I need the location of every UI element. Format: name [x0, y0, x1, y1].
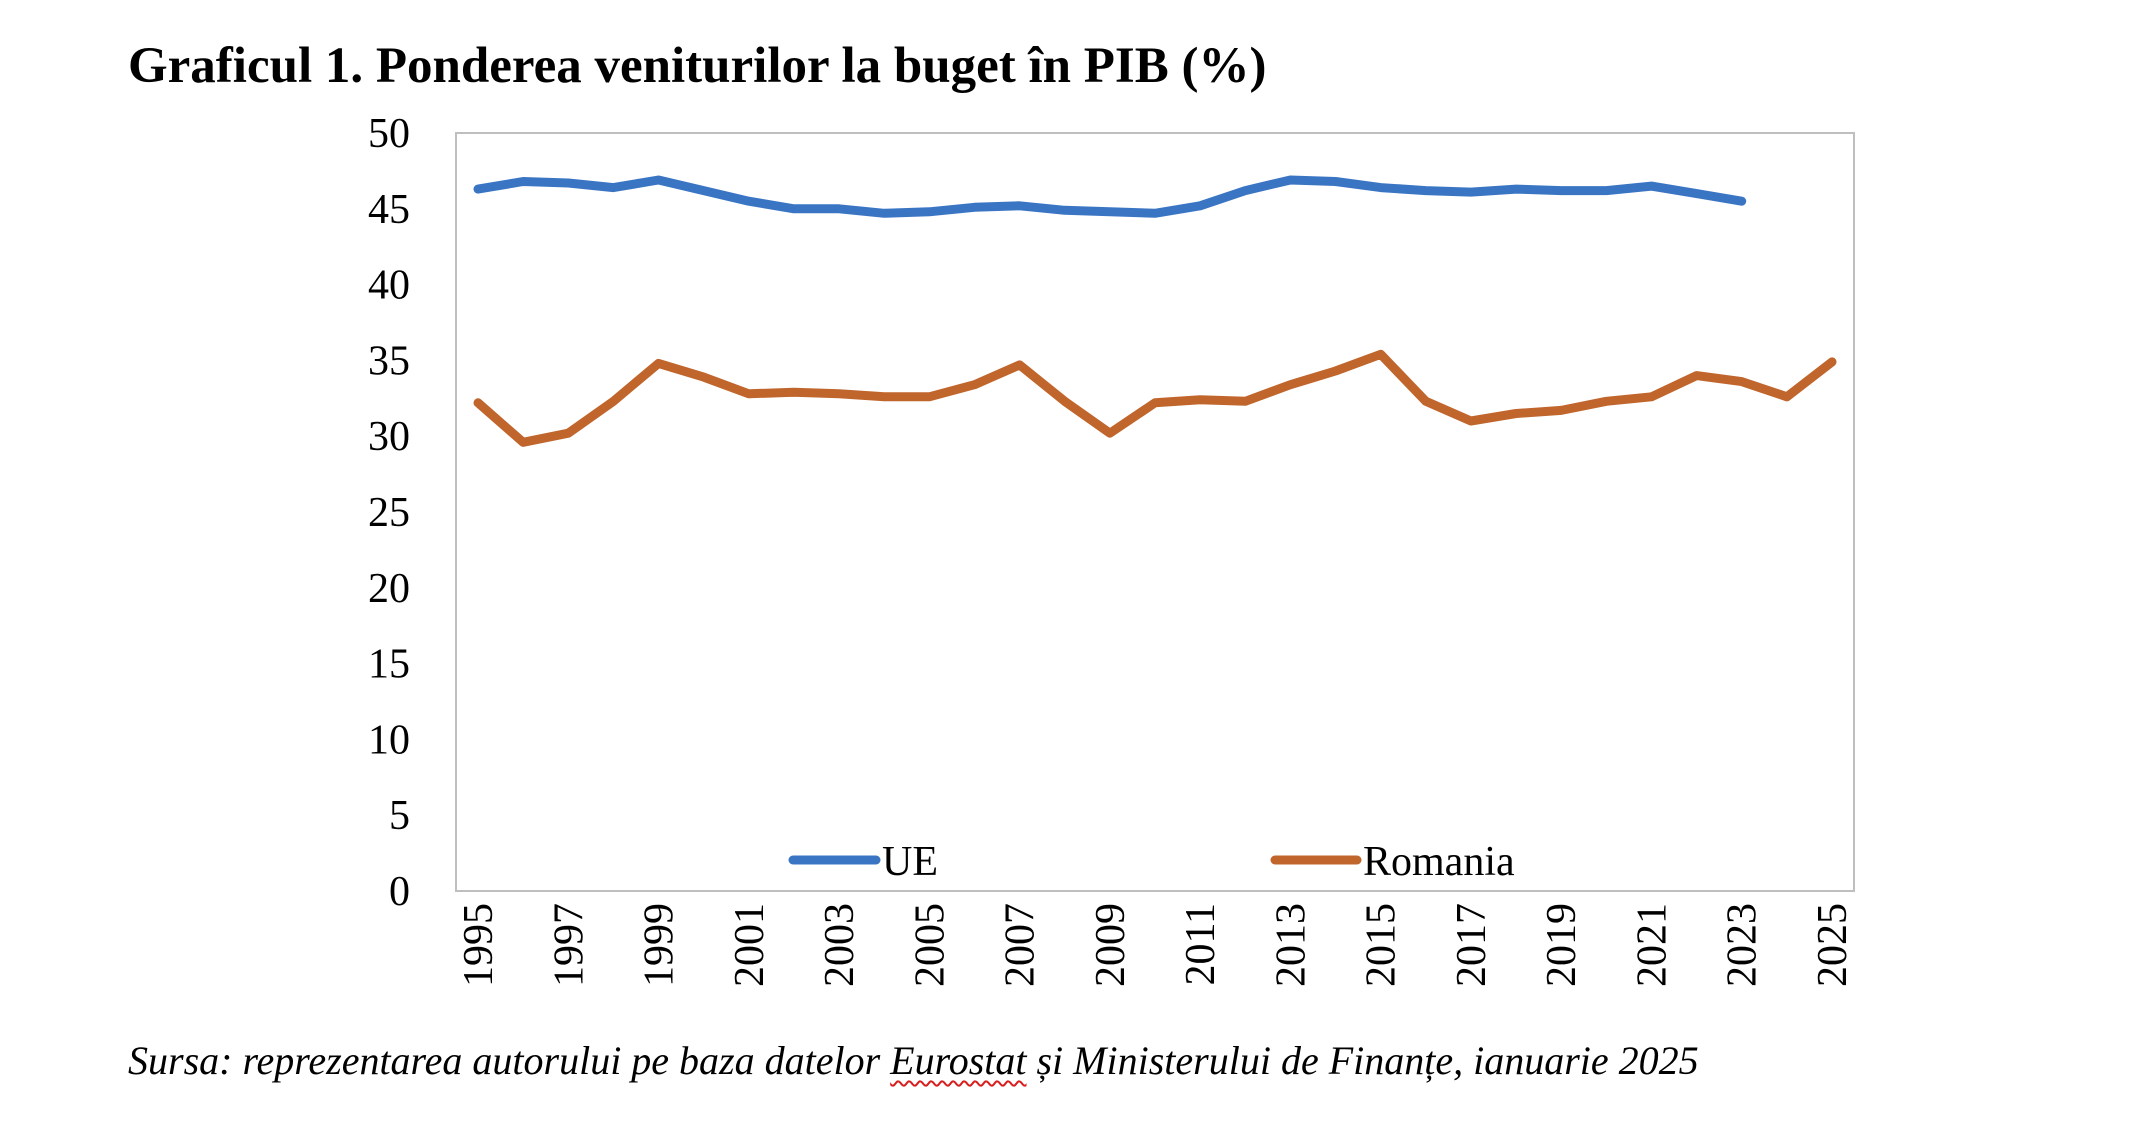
- source-note: Sursa: reprezentarea autorului pe baza d…: [128, 1037, 1699, 1085]
- y-tick-label: 40: [368, 263, 410, 309]
- x-tick-label: 2013: [1268, 903, 1314, 987]
- x-tick-label: 2017: [1449, 903, 1495, 987]
- x-tick-label: 2001: [727, 903, 773, 987]
- y-tick-label: 30: [368, 414, 410, 460]
- x-tick-label: 2019: [1539, 903, 1585, 987]
- y-tick-label: 50: [368, 111, 410, 157]
- source-text-before: Sursa: reprezentarea autorului pe baza d…: [128, 1038, 891, 1083]
- legend: UE Romania: [788, 839, 1515, 885]
- source-text-after: și Ministerului de Finanțe, ianuarie 202…: [1026, 1038, 1699, 1083]
- x-tick-label: 2015: [1359, 903, 1405, 987]
- x-tick-label: 1999: [637, 903, 683, 987]
- series-line-ue: [473, 175, 1747, 218]
- y-axis: 0 5 10 15 20 25 30 35 40 45 50: [368, 111, 410, 915]
- x-tick-label: 2023: [1720, 903, 1766, 987]
- y-tick-label: 35: [368, 338, 410, 384]
- x-tick-label: 1997: [546, 903, 592, 987]
- x-tick-label: 2021: [1629, 903, 1675, 987]
- x-tick-label: 2025: [1810, 903, 1856, 987]
- y-tick-label: 25: [368, 490, 410, 536]
- x-tick-label: 2011: [1178, 903, 1224, 985]
- series-lines: [473, 175, 1837, 447]
- plot-area-border: [455, 132, 1855, 892]
- x-axis: 1995 1997 1999 2001 2003 2005 2007 2009 2011 2013…: [456, 903, 1856, 987]
- x-tick-label: 2007: [998, 903, 1044, 987]
- source-text-eurostat: Eurostat: [890, 1038, 1027, 1083]
- y-tick-label: 10: [368, 717, 410, 763]
- y-tick-label: 5: [389, 793, 410, 839]
- y-tick-label: 0: [389, 869, 410, 915]
- legend-label-romania: Romania: [1363, 839, 1515, 885]
- y-tick-label: 15: [368, 642, 410, 688]
- x-tick-label: 2003: [817, 903, 863, 987]
- series-line-romania: [473, 349, 1837, 447]
- legend-label-ue: UE: [882, 839, 938, 885]
- x-tick-label: 2005: [907, 903, 953, 987]
- x-tick-label: 2009: [1088, 903, 1134, 987]
- y-tick-label: 45: [368, 187, 410, 233]
- x-tick-label: 1995: [456, 903, 502, 987]
- y-tick-label: 20: [368, 566, 410, 612]
- chart-title: Graficul 1. Ponderea veniturilor la buge…: [128, 38, 1267, 94]
